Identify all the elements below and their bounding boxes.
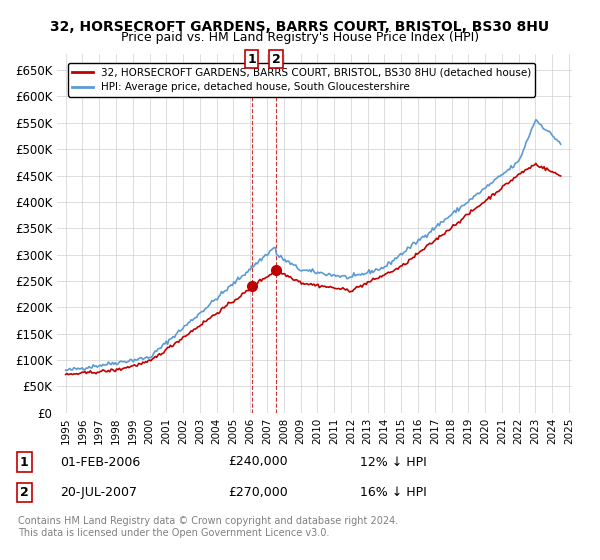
Text: 32, HORSECROFT GARDENS, BARRS COURT, BRISTOL, BS30 8HU: 32, HORSECROFT GARDENS, BARRS COURT, BRI… [50,20,550,34]
Text: 1: 1 [20,455,28,469]
Text: 2: 2 [272,53,281,66]
Text: £270,000: £270,000 [228,486,288,500]
Text: 12% ↓ HPI: 12% ↓ HPI [360,455,427,469]
Text: £240,000: £240,000 [228,455,287,469]
Text: Price paid vs. HM Land Registry's House Price Index (HPI): Price paid vs. HM Land Registry's House … [121,31,479,44]
Text: 16% ↓ HPI: 16% ↓ HPI [360,486,427,500]
Text: 1: 1 [247,53,256,66]
Text: 01-FEB-2006: 01-FEB-2006 [60,455,140,469]
Text: Contains HM Land Registry data © Crown copyright and database right 2024.
This d: Contains HM Land Registry data © Crown c… [18,516,398,538]
Text: 20-JUL-2007: 20-JUL-2007 [60,486,137,500]
Text: 2: 2 [20,486,28,500]
Legend: 32, HORSECROFT GARDENS, BARRS COURT, BRISTOL, BS30 8HU (detached house), HPI: Av: 32, HORSECROFT GARDENS, BARRS COURT, BRI… [68,63,535,96]
